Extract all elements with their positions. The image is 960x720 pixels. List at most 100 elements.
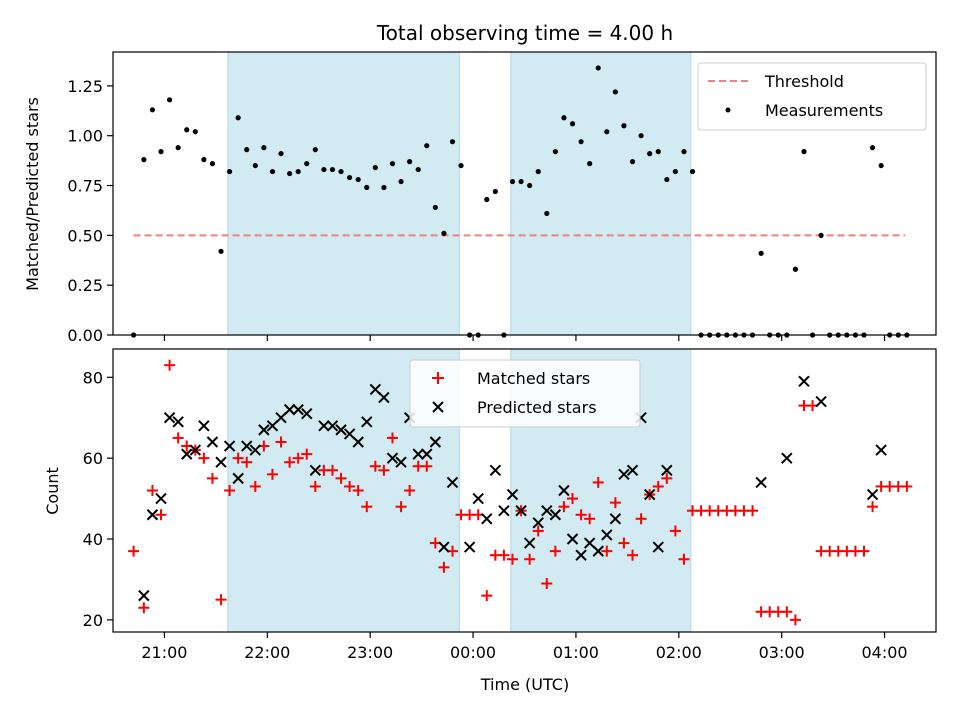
shaded-region-top-0: [227, 51, 460, 336]
predicted-point-53: [601, 529, 613, 541]
predicted-point-33: [421, 448, 433, 460]
matched-point-4: [164, 359, 176, 371]
matched-point-36: [438, 561, 450, 573]
top-y-tick-label-1: 0.25: [67, 276, 103, 295]
matched-point-34: [421, 460, 433, 472]
matched-point-64: [678, 553, 690, 565]
top-y-tick-label-2: 0.50: [67, 226, 103, 245]
matched-point-41: [481, 590, 493, 602]
predicted-point-39: [481, 513, 493, 525]
legend-matched-marker: [432, 372, 444, 384]
matched-point-13: [241, 456, 253, 468]
predicted-point-14: [258, 424, 270, 436]
bottom-x-tick-label-2: 23:00: [347, 643, 393, 662]
matched-point-8: [198, 452, 210, 464]
predicted-point-17: [283, 403, 296, 416]
matched-point-54: [592, 476, 604, 488]
legend-measurements-marker: [725, 107, 731, 113]
predicted-point-64: [815, 395, 827, 408]
predicted-point-19: [301, 407, 313, 420]
bottom-panel: 20 40 60 80 21:00 22:00 23:00 00:00 01:00 02:00 0…: [43, 348, 937, 694]
measurement-point-13: [244, 147, 250, 153]
predicted-point-8: [206, 436, 219, 448]
matched-point-50: [558, 501, 570, 513]
measurement-point-35: [432, 204, 438, 211]
measurement-point-55: [604, 129, 610, 135]
measurement-point-80: [818, 232, 824, 238]
predicted-point-21: [318, 420, 330, 432]
predicted-point-40: [489, 464, 502, 476]
predicted-point-10: [223, 440, 236, 452]
predicted-point-13: [249, 444, 262, 456]
matched-point-58: [627, 549, 639, 561]
measurement-point-16: [269, 168, 276, 175]
measurement-point-58: [629, 159, 636, 165]
predicted-point-59: [652, 541, 664, 553]
measurement-point-61: [655, 149, 661, 155]
matched-point-9: [206, 472, 218, 484]
measurement-point-26: [355, 176, 361, 183]
measurement-point-77: [792, 266, 799, 272]
bottom-x-tick-label-0: 21:00: [141, 643, 187, 662]
measurement-point-59: [638, 133, 644, 139]
matched-point-72: [747, 505, 759, 517]
measurement-point-31: [398, 178, 404, 185]
measurement-point-24: [338, 168, 344, 175]
measurement-point-52: [578, 139, 584, 145]
measurement-point-15: [261, 145, 267, 151]
measurement-point-21: [312, 147, 318, 153]
measurement-point-86: [869, 145, 876, 151]
predicted-point-65: [866, 488, 879, 501]
matched-point-2: [146, 485, 158, 496]
measurement-point-42: [492, 188, 498, 195]
measurement-point-47: [535, 168, 541, 175]
matched-point-48: [541, 577, 553, 589]
measurement-point-1: [141, 157, 147, 163]
matched-point-30: [386, 432, 398, 444]
measurement-point-27: [364, 184, 370, 191]
bottom-legend-box: [409, 359, 641, 428]
matched-point-16: [266, 468, 278, 480]
measurement-point-4: [166, 97, 173, 103]
legend-predicted-marker: [432, 401, 444, 413]
predicted-point-1: [146, 509, 159, 521]
predicted-point-61: [755, 476, 767, 489]
bottom-y-tick-label-1: 40: [83, 530, 103, 549]
predicted-point-56: [626, 464, 639, 476]
matched-point-11: [224, 485, 236, 496]
measurement-point-9: [209, 161, 216, 167]
matched-point-49: [549, 545, 561, 557]
measurement-point-7: [192, 129, 198, 135]
matched-point-85: [858, 545, 870, 557]
predicted-point-2: [155, 492, 167, 505]
measurement-point-25: [347, 174, 353, 181]
measurement-point-51: [569, 121, 576, 127]
matched-point-0: [128, 545, 140, 557]
matched-point-52: [575, 509, 587, 521]
top-axes-frame: [112, 51, 937, 336]
legend-measurements-label: Measurements: [765, 101, 883, 120]
predicted-point-58: [643, 488, 656, 501]
predicted-point-54: [609, 513, 622, 525]
measurement-point-29: [381, 184, 387, 191]
predicted-point-30: [395, 456, 407, 468]
measurement-point-28: [372, 164, 378, 171]
predicted-point-66: [875, 444, 887, 456]
predicted-point-43: [515, 505, 527, 517]
measurement-point-57: [621, 123, 627, 129]
matched-point-90: [901, 480, 913, 492]
predicted-point-11: [232, 472, 244, 485]
top-y-ticks: 0.00 0.25 0.50 0.75 1.00 1.25: [67, 77, 113, 345]
measurement-point-62: [664, 176, 670, 183]
predicted-point-45: [532, 517, 544, 529]
bottom-x-tick-label-5: 02:00: [656, 643, 702, 662]
measurement-point-34: [424, 143, 430, 149]
predicted-point-28: [378, 391, 390, 404]
measurement-point-87: [878, 162, 884, 169]
measurement-point-49: [552, 149, 558, 155]
matched-point-76: [781, 606, 793, 618]
matched-point-47: [532, 525, 544, 537]
measurement-point-32: [407, 159, 413, 165]
bottom-x-ticks: 21:00 22:00 23:00 00:00 01:00 02:00 03:00 04:00: [141, 632, 908, 662]
measurement-point-53: [587, 161, 593, 167]
